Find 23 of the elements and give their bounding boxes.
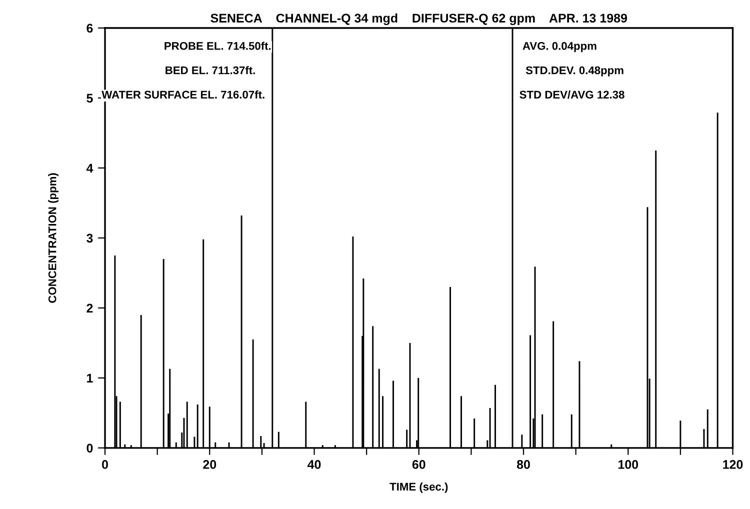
annotation: STD DEV/AVG 12.38 <box>520 90 624 99</box>
x-tick-label: 120 <box>723 460 743 469</box>
y-tick-label: 1 <box>87 374 93 382</box>
x-tick-label: 60 <box>412 460 426 469</box>
annotation: AVG. 0.04ppm <box>522 42 596 52</box>
y-tick-label: 5 <box>86 94 93 103</box>
y-axis-title: CONCENTRATION (ppm) <box>48 173 58 303</box>
x-tick-label: 40 <box>307 460 321 469</box>
x-tick-label: 80 <box>516 460 530 469</box>
y-tick-label: 2 <box>86 304 93 312</box>
y-tick-label: 4 <box>86 164 94 172</box>
chart-title: SENECA CHANNEL-Q 34 mgd DIFFUSER-Q 62 gpm APR. 13 1989 <box>210 13 628 26</box>
x-tick-label: 20 <box>203 460 216 469</box>
annotation: STD.DEV. 0.48ppm <box>526 66 624 76</box>
x-tick-label: 0 <box>102 460 108 469</box>
annotation: PROBE EL. 714.50ft. <box>164 42 271 50</box>
y-tick-label: 3 <box>86 234 93 243</box>
annotation: WATER SURFACE EL. 716.07ft. <box>102 90 264 99</box>
x-axis-title: TIME (sec.) <box>390 482 448 493</box>
y-tick-label: 6 <box>86 24 93 33</box>
y-tick-label: 0 <box>86 444 93 453</box>
annotation: BED EL. 711.37ft. <box>166 66 255 74</box>
x-tick-label: 100 <box>618 460 638 469</box>
